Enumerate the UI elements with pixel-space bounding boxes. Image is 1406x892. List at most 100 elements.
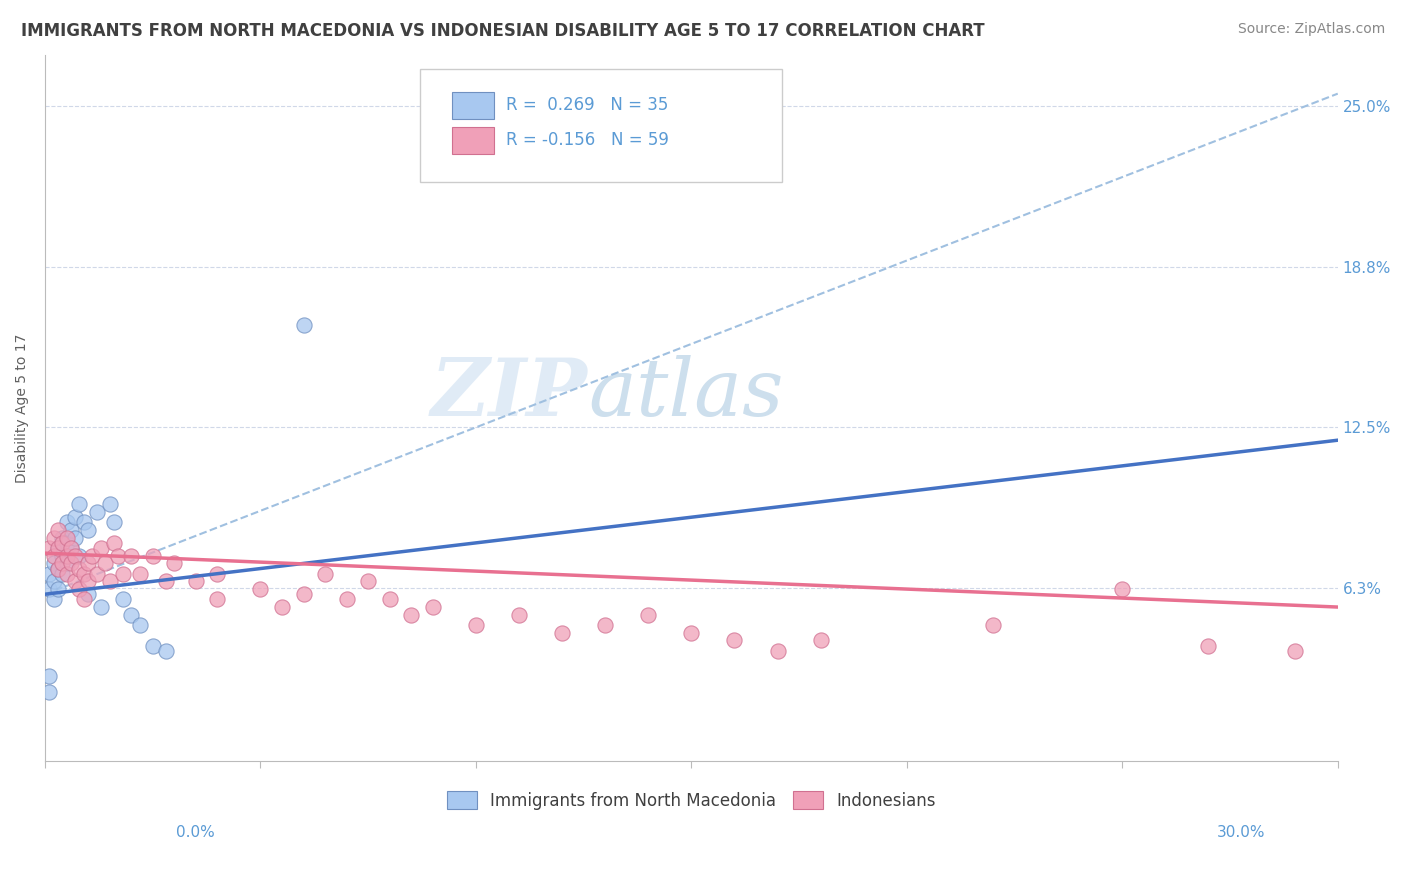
Point xyxy=(42,592,65,607)
Point xyxy=(73,516,96,530)
Point xyxy=(42,557,65,571)
Text: R = -0.156   N = 59: R = -0.156 N = 59 xyxy=(506,131,669,149)
Point xyxy=(378,592,401,607)
Point xyxy=(128,618,150,632)
Point xyxy=(69,582,91,596)
Point xyxy=(69,549,91,563)
Point xyxy=(69,497,91,511)
Point xyxy=(51,531,73,545)
Point xyxy=(292,587,315,601)
Point xyxy=(637,607,659,622)
Point xyxy=(681,625,703,640)
Point xyxy=(59,557,82,571)
Point xyxy=(766,643,789,657)
Point xyxy=(120,549,142,563)
Point xyxy=(810,633,832,648)
Point xyxy=(59,541,82,555)
Point xyxy=(38,566,60,581)
Point xyxy=(86,505,108,519)
Point xyxy=(249,582,271,596)
Point xyxy=(55,549,77,563)
Point xyxy=(155,574,177,589)
Point xyxy=(401,607,423,622)
Point xyxy=(73,592,96,607)
Point xyxy=(38,669,60,683)
Point xyxy=(46,561,69,575)
Text: R =  0.269   N = 35: R = 0.269 N = 35 xyxy=(506,95,669,113)
Point xyxy=(184,574,207,589)
Point xyxy=(90,541,112,555)
Point xyxy=(77,574,100,589)
Point xyxy=(59,541,82,555)
Point xyxy=(51,566,73,581)
Point xyxy=(593,618,616,632)
Point xyxy=(142,549,165,563)
Point xyxy=(86,566,108,581)
Point xyxy=(464,618,486,632)
Point xyxy=(207,592,229,607)
Legend: Immigrants from North Macedonia, Indonesians: Immigrants from North Macedonia, Indones… xyxy=(440,785,942,816)
Point xyxy=(77,587,100,601)
Point xyxy=(73,566,96,581)
Point xyxy=(63,574,86,589)
Text: Source: ZipAtlas.com: Source: ZipAtlas.com xyxy=(1237,22,1385,37)
Text: atlas: atlas xyxy=(588,355,783,433)
Point xyxy=(77,557,100,571)
Point xyxy=(98,497,121,511)
Point xyxy=(55,516,77,530)
Point xyxy=(314,566,336,581)
Point xyxy=(38,541,60,555)
Point xyxy=(42,549,65,563)
Point xyxy=(63,510,86,524)
Point xyxy=(103,516,125,530)
Point xyxy=(111,592,134,607)
Point xyxy=(63,549,86,563)
Point xyxy=(69,561,91,575)
Bar xyxy=(453,92,494,119)
Text: IMMIGRANTS FROM NORTH MACEDONIA VS INDONESIAN DISABILITY AGE 5 TO 17 CORRELATION: IMMIGRANTS FROM NORTH MACEDONIA VS INDON… xyxy=(21,22,984,40)
Point xyxy=(98,574,121,589)
Point xyxy=(77,523,100,537)
Point xyxy=(51,536,73,550)
Point xyxy=(422,600,444,615)
Point xyxy=(55,536,77,550)
Point xyxy=(51,557,73,571)
Point xyxy=(1284,643,1306,657)
Point xyxy=(46,561,69,575)
Point xyxy=(38,685,60,699)
Text: ZIP: ZIP xyxy=(432,355,588,433)
Point xyxy=(981,618,1004,632)
Point xyxy=(111,566,134,581)
Point xyxy=(155,643,177,657)
Point xyxy=(82,549,104,563)
Point xyxy=(46,523,69,537)
FancyBboxPatch shape xyxy=(420,70,782,182)
Point xyxy=(42,574,65,589)
Bar xyxy=(453,128,494,154)
Point xyxy=(42,531,65,545)
Point xyxy=(508,607,530,622)
Point xyxy=(55,531,77,545)
Point xyxy=(292,318,315,332)
Point xyxy=(207,566,229,581)
Y-axis label: Disability Age 5 to 17: Disability Age 5 to 17 xyxy=(15,334,30,483)
Text: 30.0%: 30.0% xyxy=(1218,825,1265,840)
Point xyxy=(103,536,125,550)
Point xyxy=(46,541,69,555)
Point xyxy=(271,600,294,615)
Point xyxy=(128,566,150,581)
Point xyxy=(142,639,165,653)
Point xyxy=(551,625,574,640)
Point xyxy=(107,549,129,563)
Point xyxy=(59,523,82,537)
Point xyxy=(120,607,142,622)
Point xyxy=(90,600,112,615)
Point xyxy=(46,541,69,555)
Point xyxy=(63,531,86,545)
Point xyxy=(55,566,77,581)
Point xyxy=(51,549,73,563)
Point xyxy=(357,574,380,589)
Point xyxy=(723,633,745,648)
Point xyxy=(46,582,69,596)
Point xyxy=(163,557,186,571)
